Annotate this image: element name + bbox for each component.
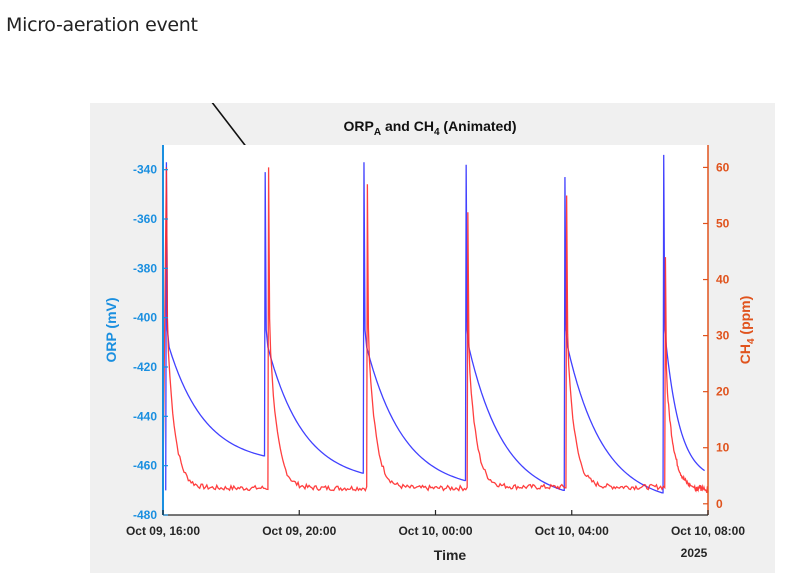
left-tick-label: -380 [133, 261, 157, 275]
x-tick-label: Oct 09, 20:00 [262, 524, 336, 538]
x-axis-ticks: Oct 09, 16:00 Oct 09, 20:00 Oct 10, 00:00 O… [126, 510, 745, 538]
left-tick-label: -400 [133, 311, 157, 325]
chart-title-part: (Animated) [440, 118, 517, 134]
left-tick-label: -360 [133, 212, 157, 226]
right-tick-label: 10 [716, 441, 730, 455]
x-tick-label: Oct 10, 08:00 [671, 524, 745, 538]
x-tick-label: Oct 10, 04:00 [535, 524, 609, 538]
series-layer [162, 154, 709, 494]
chart-title-sub: A [374, 127, 381, 138]
ch4-series-line [162, 167, 709, 494]
chart-panel: ORPA and CH4 (Animated) -340 -360 -380 -400… [90, 103, 775, 573]
right-axis-ticks: 60 50 40 30 20 10 0 [703, 160, 730, 511]
right-tick-label: 40 [716, 273, 730, 287]
x-tick-label: Oct 10, 00:00 [398, 524, 472, 538]
left-axis-label: ORP (mV) [103, 297, 119, 362]
right-axis-label-sub: 4 [746, 338, 757, 344]
chart-title-part: and CH [381, 118, 434, 134]
left-tick-label: -420 [133, 360, 157, 374]
chart: ORPA and CH4 (Animated) -340-360-380-400… [103, 103, 757, 563]
orp-series-line [165, 154, 705, 494]
chart-title-part: ORP [343, 118, 373, 134]
annotation-text: Micro-aeration event [6, 14, 198, 36]
left-tick-label: -480 [133, 508, 157, 522]
right-axis-label-main: CH [737, 344, 753, 364]
right-tick-label: 50 [716, 216, 730, 230]
left-axis-ticks: -340 -360 -380 -400 -420 -440 -460 -480 [133, 163, 168, 522]
right-tick-label: 20 [716, 385, 730, 399]
left-tick-label: -440 [133, 409, 157, 423]
right-tick-label: 0 [716, 497, 723, 511]
x-axis-year-label: 2025 [681, 546, 708, 560]
left-tick-label: -340 [133, 163, 157, 177]
left-tick-label: -460 [133, 459, 157, 473]
right-tick-label: 30 [716, 329, 730, 343]
right-tick-label: 60 [716, 160, 730, 174]
chart-title-sub: 4 [434, 127, 440, 138]
chart-title: ORPA and CH4 (Animated) [343, 118, 516, 138]
right-axis-label-tail: (ppm) [737, 296, 753, 339]
plot-area [163, 145, 708, 515]
right-axis-label: CH4 (ppm) [737, 296, 757, 365]
x-axis-label: Time [434, 547, 467, 563]
x-tick-label: Oct 09, 16:00 [126, 524, 200, 538]
